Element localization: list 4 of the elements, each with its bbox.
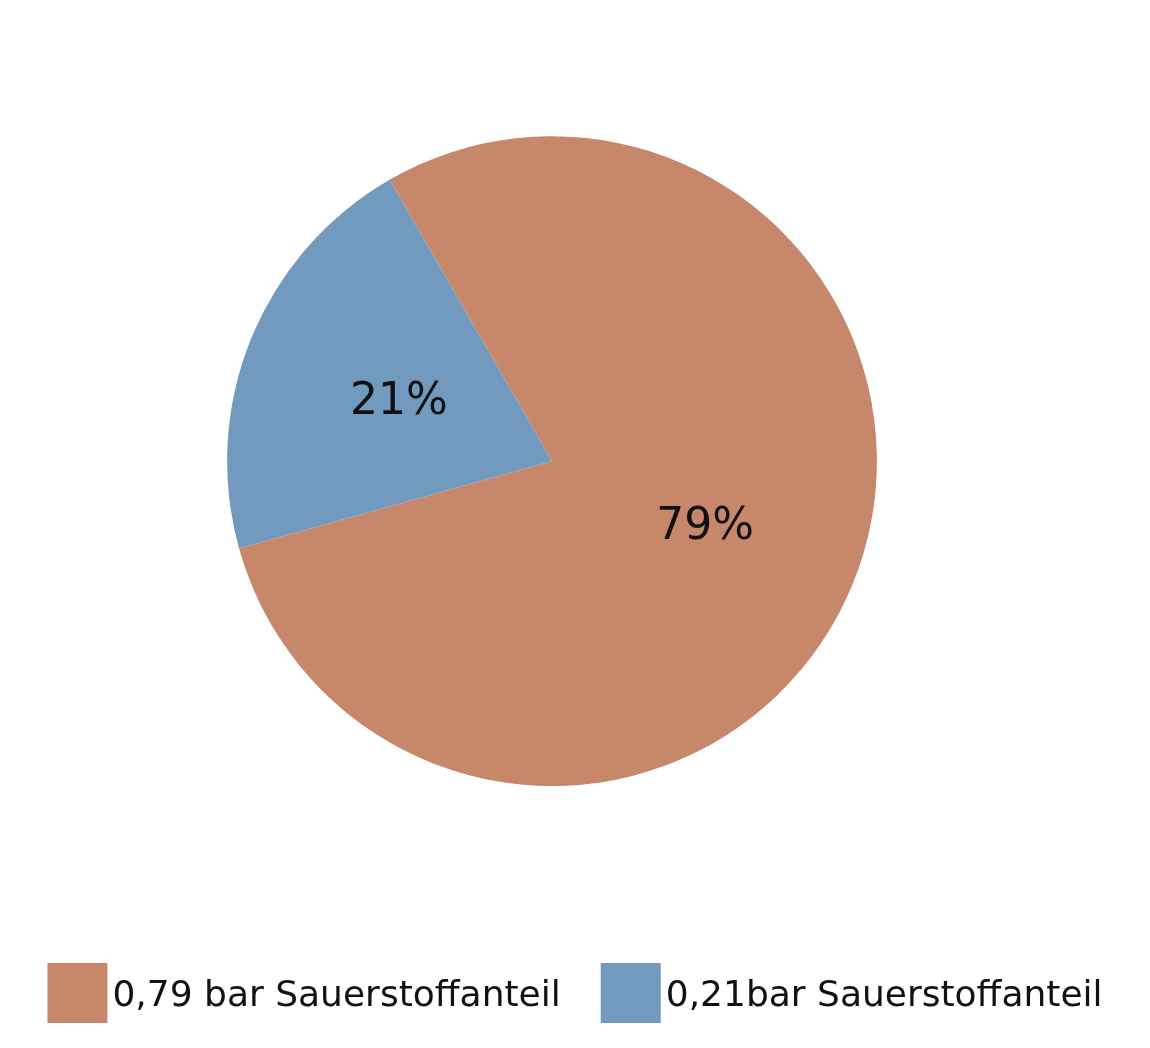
legend-label: 0,79 bar Sauerstoffanteil [112, 972, 561, 1014]
legend-label: 0,21bar Sauerstoffanteil [665, 972, 1103, 1014]
data-label: 79% [656, 498, 755, 550]
data-label: 21% [349, 373, 448, 425]
